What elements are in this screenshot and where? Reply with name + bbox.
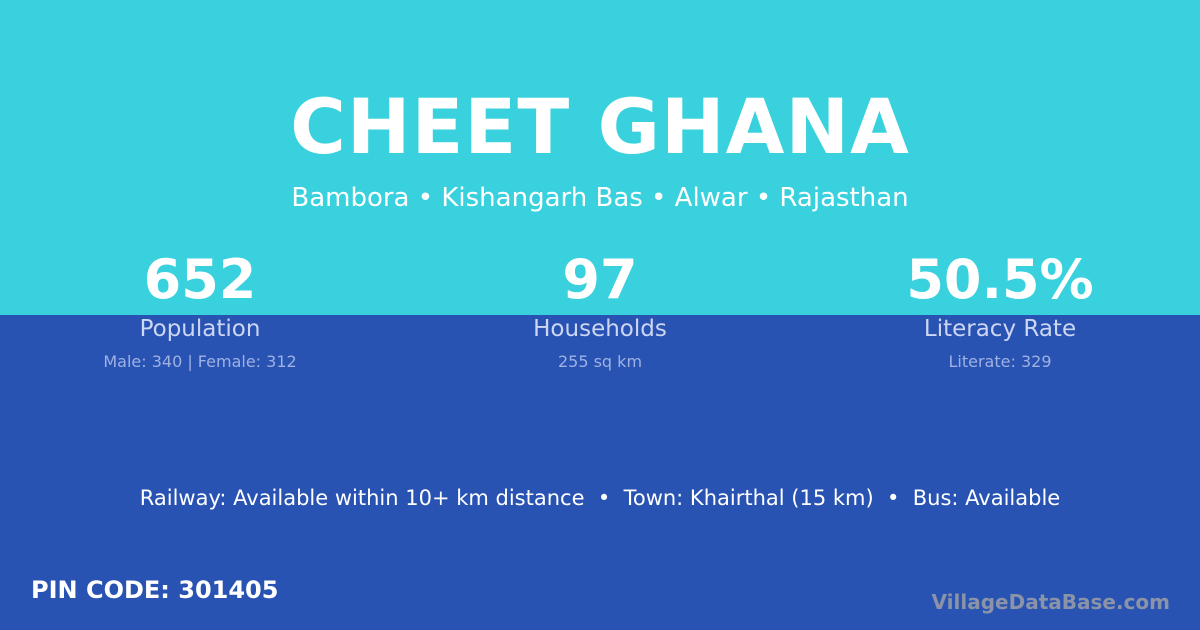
stat-literacy: 50.5% Literacy Rate Literate: 329 <box>800 248 1200 372</box>
breadcrumb: Bambora • Kishangarh Bas • Alwar • Rajas… <box>291 183 909 213</box>
stat-households: 97 Households 255 sq km <box>400 248 800 372</box>
stat-detail: Male: 340 | Female: 312 <box>103 352 297 371</box>
stat-label: Population <box>139 316 261 342</box>
village-title: CHEET GHANA <box>290 82 910 171</box>
stat-detail: Literate: 329 <box>948 352 1052 371</box>
body-band <box>0 315 1200 630</box>
pin-code: PIN CODE: 301405 <box>31 576 279 604</box>
stat-value: 652 <box>143 248 257 311</box>
brand-watermark: VillageDataBase.com <box>931 590 1170 614</box>
stat-label: Households <box>533 316 667 342</box>
stat-label: Literacy Rate <box>923 316 1077 342</box>
stat-detail: 255 sq km <box>557 352 643 371</box>
stat-population: 652 Population Male: 340 | Female: 312 <box>0 248 400 372</box>
stat-value: 50.5% <box>906 248 1094 311</box>
header-band <box>0 0 1200 315</box>
connectivity-info: Railway: Available within 10+ km distanc… <box>139 486 1061 510</box>
stat-value: 97 <box>562 248 638 311</box>
